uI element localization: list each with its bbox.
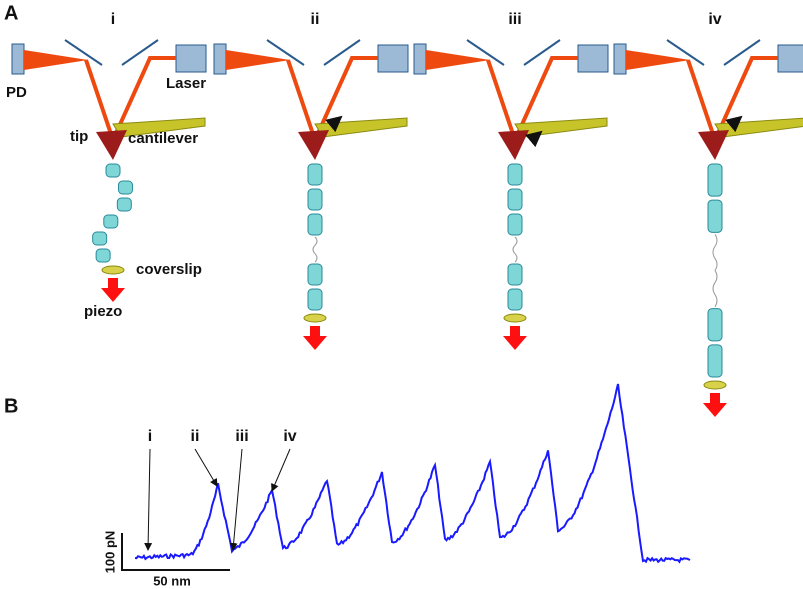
deflection-arrow — [725, 115, 743, 133]
panel-a-drawings — [11, 39, 803, 417]
stage-label: iv — [708, 11, 721, 28]
protein-module — [307, 188, 323, 211]
piezo-arrow — [303, 326, 327, 350]
unfolded-linker — [312, 236, 318, 263]
unfolded-linker — [712, 270, 718, 307]
stage-label: ii — [311, 11, 320, 28]
piezo-arrow — [101, 278, 125, 302]
scale-x-label: 50 nm — [153, 573, 191, 588]
coverslip — [303, 313, 327, 323]
mirror — [666, 39, 705, 66]
tip — [498, 130, 529, 160]
marker-arrow — [194, 448, 218, 487]
mirror — [64, 39, 103, 66]
protein-module — [116, 197, 132, 212]
piezo-label: piezo — [84, 303, 122, 320]
reflected-beam — [626, 50, 690, 70]
tip-label: tip — [70, 128, 88, 145]
mirror — [323, 39, 361, 66]
protein-module — [507, 288, 523, 311]
marker-label: ii — [191, 428, 200, 445]
piezo-arrow — [503, 326, 527, 350]
cantilever-label: cantilever — [128, 130, 198, 147]
photodiode — [213, 43, 227, 75]
protein-module — [507, 213, 523, 236]
deflection-arrow — [525, 130, 543, 148]
protein-module — [117, 180, 133, 195]
laser — [175, 44, 207, 73]
tip — [298, 130, 329, 160]
unfolded-linker — [712, 234, 718, 271]
photodiode — [413, 43, 427, 75]
reflected-beam — [226, 50, 290, 70]
cantilever — [314, 117, 408, 138]
mirror — [523, 39, 561, 66]
laser-beam — [84, 56, 176, 146]
marker-label: i — [148, 428, 152, 445]
laser — [577, 44, 609, 73]
laser-beam — [686, 56, 778, 146]
panel-label: B — [4, 395, 18, 417]
trace-markers: i ii iii iv — [144, 428, 297, 551]
coverslip — [101, 265, 125, 275]
scale-y-label: 100 pN — [102, 531, 117, 574]
laser — [377, 44, 409, 73]
marker-arrow — [271, 448, 291, 492]
protein-module — [105, 163, 121, 178]
marker-arrow — [229, 448, 243, 551]
protein-module — [507, 163, 523, 186]
mirror — [723, 39, 761, 66]
protein-module — [103, 214, 119, 229]
coverslip — [503, 313, 527, 323]
pd-label: PD — [6, 84, 27, 101]
laser — [777, 44, 803, 73]
trace-line — [134, 383, 691, 564]
protein-module — [95, 248, 111, 263]
protein-module — [707, 308, 723, 342]
protein-module — [507, 263, 523, 286]
coverslip-label: coverslip — [136, 261, 202, 278]
cantilever — [714, 117, 803, 138]
reflected-beam — [426, 50, 490, 70]
protein-module — [307, 213, 323, 236]
protein-module — [307, 263, 323, 286]
protein-module — [707, 344, 723, 378]
cantilever — [514, 117, 608, 138]
protein-module — [507, 188, 523, 211]
panel-label: A — [4, 2, 18, 24]
protein-module — [307, 288, 323, 311]
tip — [96, 130, 127, 160]
laser-beam — [486, 56, 578, 146]
protein-module — [707, 199, 723, 233]
reflected-beam — [24, 50, 88, 70]
stage-label: iii — [508, 11, 521, 28]
marker-label: iv — [283, 428, 296, 445]
coverslip — [703, 380, 727, 390]
deflection-arrow — [325, 115, 343, 133]
protein-module — [92, 231, 108, 246]
photodiode — [11, 43, 25, 75]
protein-module — [307, 163, 323, 186]
piezo-arrow — [703, 393, 727, 417]
laser-beam — [286, 56, 378, 146]
unfolded-linker — [512, 236, 518, 263]
protein-module — [707, 163, 723, 197]
mirror — [121, 39, 159, 66]
photodiode — [613, 43, 627, 75]
marker-arrow — [144, 448, 153, 551]
mirror — [266, 39, 305, 66]
laser-label: Laser — [166, 75, 206, 92]
stage-label: i — [111, 11, 115, 28]
marker-label: iii — [235, 428, 248, 445]
force-trace — [134, 383, 691, 564]
mirror — [466, 39, 505, 66]
tip — [698, 130, 729, 160]
